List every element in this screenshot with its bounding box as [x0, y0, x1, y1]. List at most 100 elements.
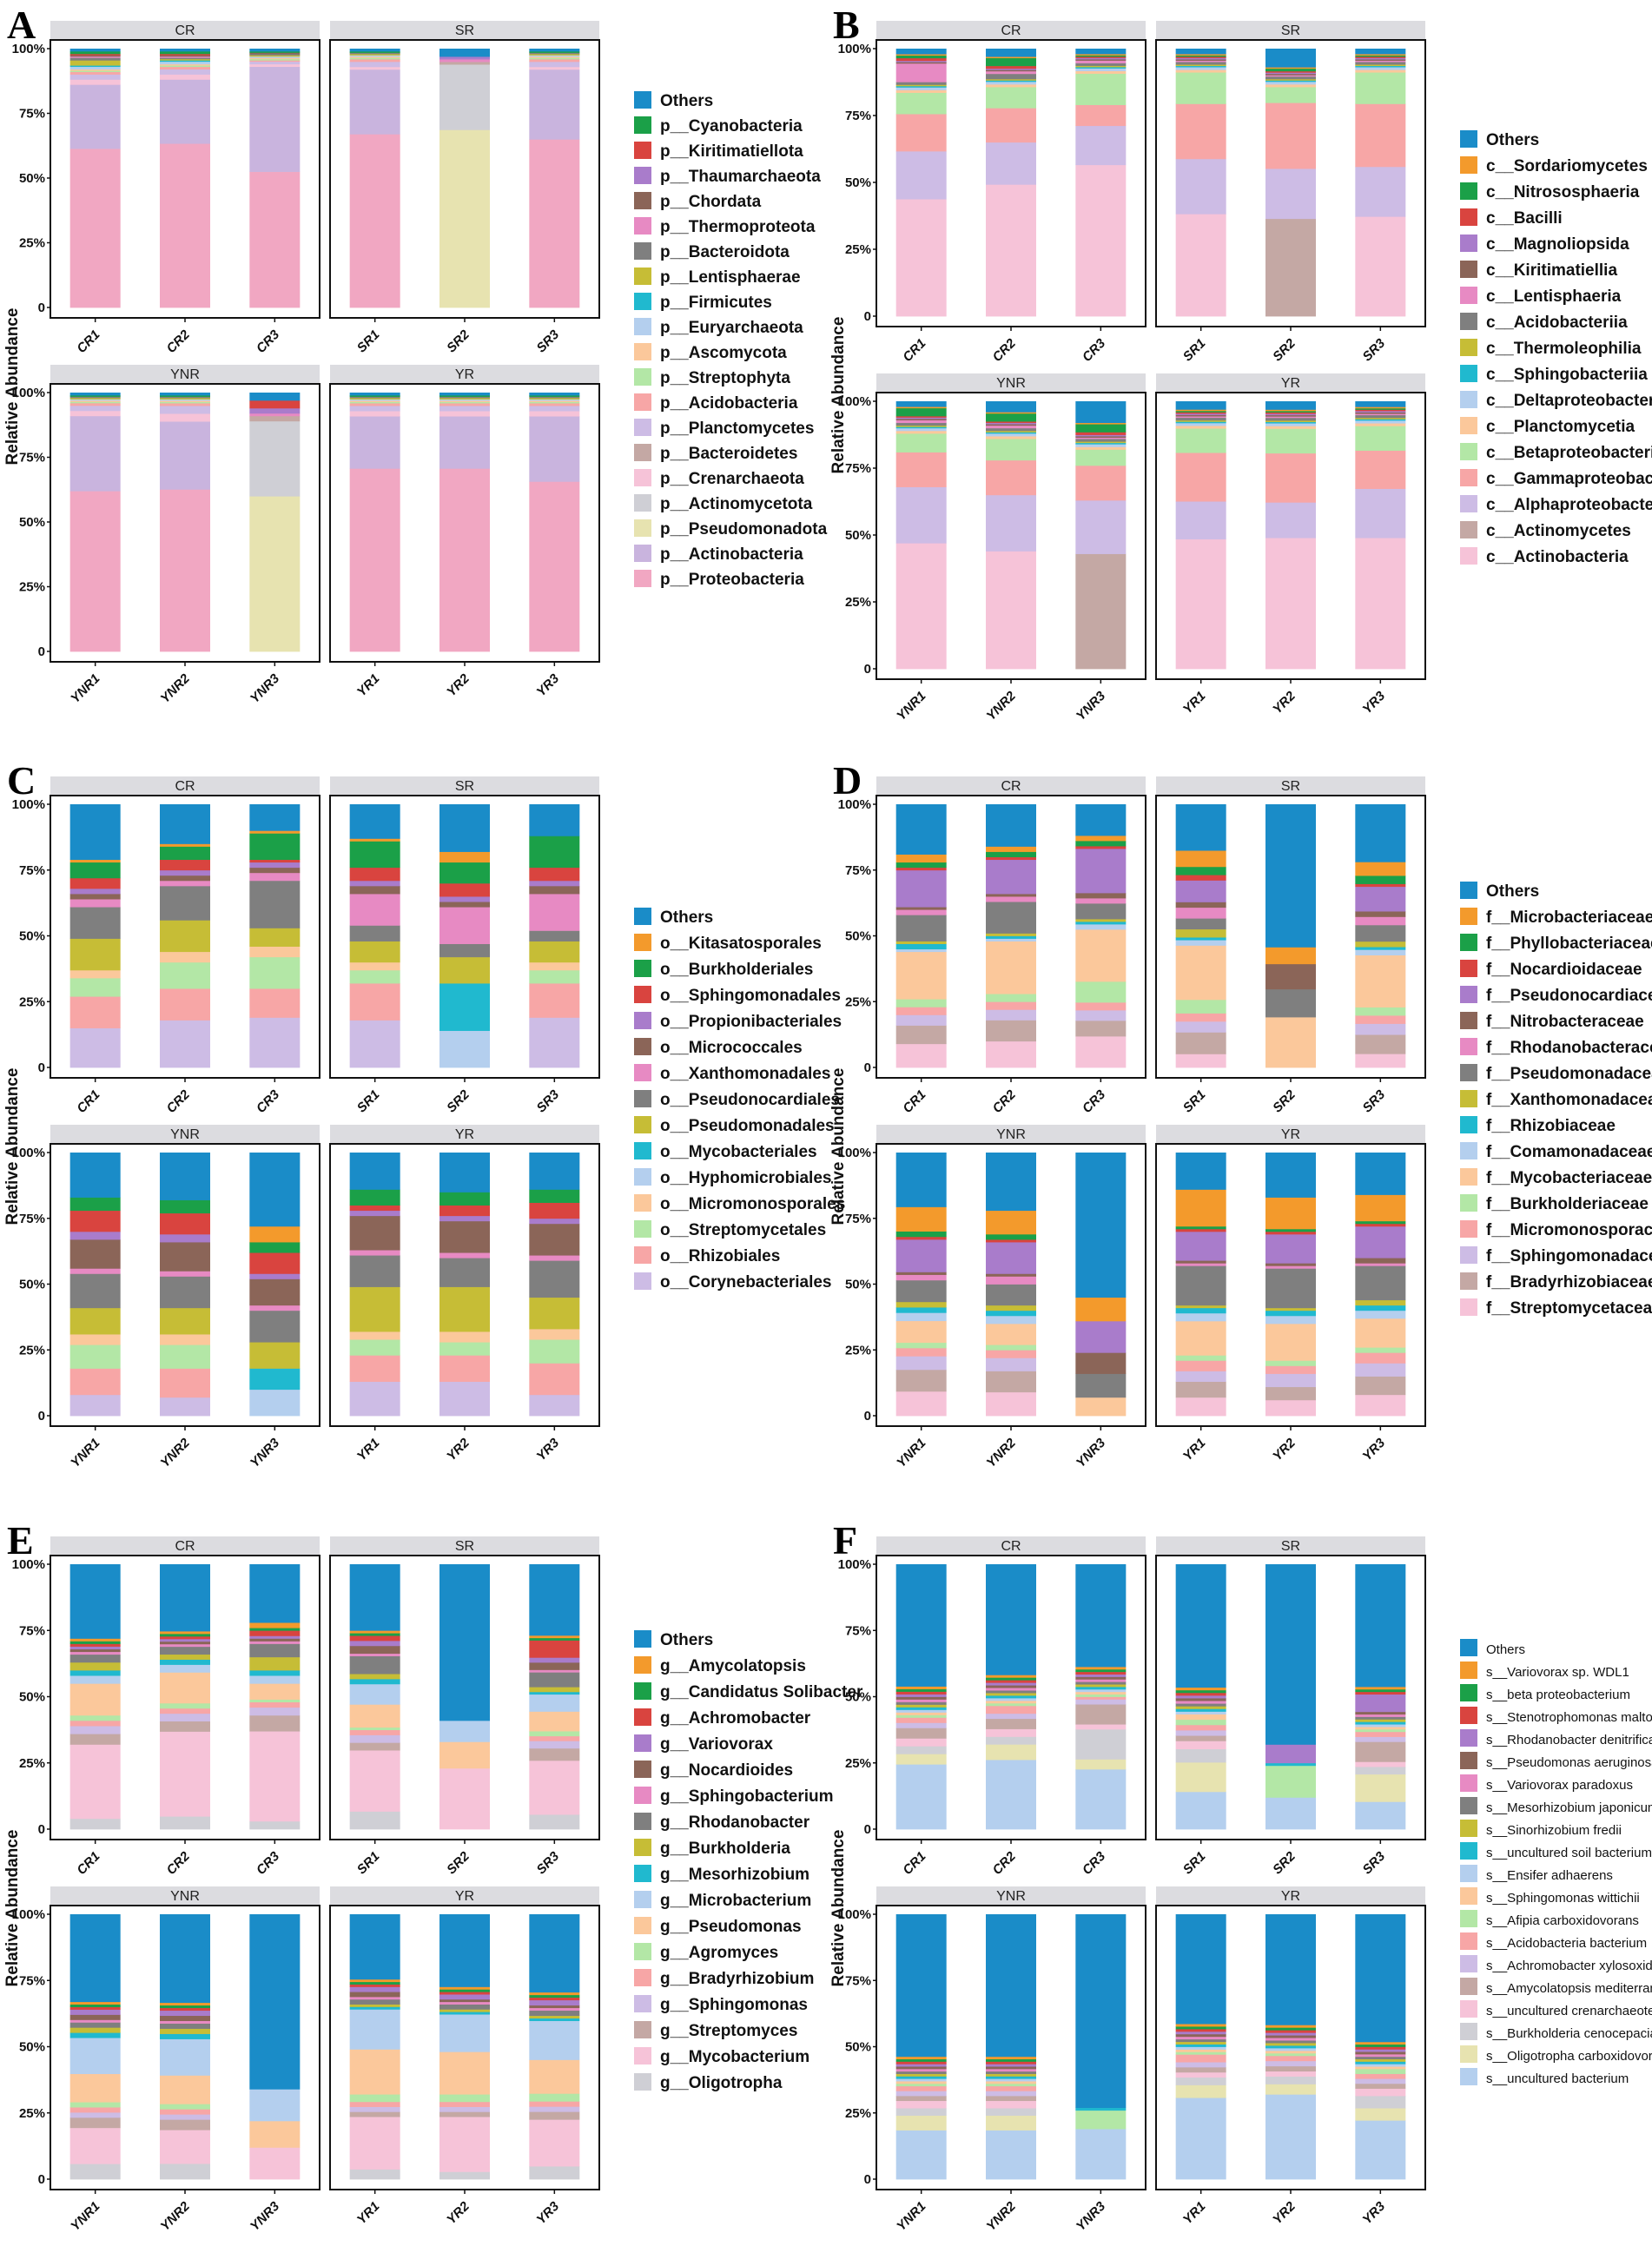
- bar-segment-sr3-f-rhodanobacteraceae: [1355, 916, 1406, 926]
- bar-segment-sr3-f-streptomycetaceae: [1355, 1054, 1406, 1068]
- x-tick-label-sr1: SR1: [354, 1849, 383, 1878]
- facet-strip: [50, 365, 320, 384]
- bar-segment-yr2-f-streptomycetaceae: [1265, 1399, 1316, 1417]
- bar-segment-cr3-o-burkholderiales: [249, 833, 301, 861]
- facet-yr: YR YR1 YR2 YR3: [329, 1125, 600, 1463]
- bar-segment-sr3-f-comamonadaceae: [1355, 949, 1406, 955]
- y-tick-label: 100%: [838, 797, 871, 812]
- bar-segment-sr3-o-propionibacteriales: [529, 880, 580, 887]
- bar-segment-yr2-g-nocardioides: [439, 1998, 490, 2003]
- bar-segment-sr3-o-micromonosporales: [529, 961, 580, 971]
- bar-segment-sr3-p-ascomycota: [529, 56, 580, 58]
- bar-segment-sr3-f-xanthomonadaceae: [1355, 941, 1406, 948]
- x-tick-label-sr1: SR1: [354, 1087, 383, 1116]
- bar-segment-cr1-c-bacilli: [895, 57, 947, 62]
- bar-segment-ynr3-f-pseudomonadaceae: [1075, 1373, 1127, 1398]
- bar-segment-cr2-p-lentisphaerae: [160, 58, 210, 61]
- bar-segment-ynr3-others: [249, 1914, 301, 2090]
- bar-segment-yr1-s-rhodanobacter-denitrificans: [1175, 2031, 1226, 2035]
- bar-segment-cr3-c-nitrososphaeria: [1075, 55, 1127, 57]
- bar-segment-cr1-g-candidatus-solibacter: [69, 1641, 121, 1644]
- legend-item-s-beta-proteobacterium: s__beta proteobacterium: [1486, 1688, 1630, 1702]
- facet-strip: [876, 1536, 1146, 1556]
- bar-segment-sr1-c-kiritimatiellia: [1175, 59, 1226, 61]
- bar-segment-ynr3-p-bacteroidetes: [249, 415, 301, 422]
- bar-segment-yr3-p-proteobacteria: [529, 481, 580, 652]
- legend-item-others: Others: [660, 92, 713, 110]
- legend-swatch: [634, 419, 651, 436]
- bar-segment-yr1-p-acidobacteria: [349, 403, 400, 406]
- bar-segment-ynr2-c-lentisphaeria: [986, 425, 1036, 429]
- bar-segment-yr3-s-mesorhizobium-japonicum: [1355, 2056, 1406, 2060]
- bar-segment-ynr2-p-acidobacteria: [160, 403, 210, 406]
- bar-segment-yr2-p-actinobacteria: [439, 416, 490, 469]
- bar-segment-ynr1-p-cyanobacteria: [69, 394, 121, 397]
- bar-segment-cr1-s-afipia-carboxidovorans: [895, 1714, 947, 1718]
- bar-segment-sr2-c-alphaproteobacteria: [1265, 168, 1316, 220]
- legend-swatch: [634, 142, 651, 159]
- legend-item-f-xanthomonadaceae: f__Xanthomonadaceae: [1486, 1091, 1652, 1109]
- bar-segment-yr3-f-comamonadaceae: [1355, 1310, 1406, 1319]
- bar-segment-ynr3-g-pseudomonas: [249, 2120, 301, 2148]
- legend-item-s-burkholderia-cenocepacia: s__Burkholderia cenocepacia: [1486, 2026, 1652, 2041]
- bar-segment-sr3-g-sphingomonas: [529, 1741, 580, 1749]
- bar-segment-sr3-f-bradyrhizobiaceae: [1355, 1034, 1406, 1054]
- bar-segment-sr3-s-acidobacteria-bacterium: [1355, 1731, 1406, 1737]
- bar-segment-sr2-p-bacteroidetes: [439, 62, 490, 65]
- legend-item-p-thermoproteota: p__Thermoproteota: [660, 218, 816, 236]
- bar-segment-ynr2-f-rhizobiaceae: [986, 1310, 1036, 1317]
- x-tick-label-yr1: YR1: [1180, 1436, 1209, 1464]
- bar-segment-sr3-c-bacilli: [1355, 56, 1406, 58]
- bar-segment-cr1-p-streptophyta: [69, 70, 121, 72]
- bar-segment-cr1-g-mycobacterium: [69, 1744, 121, 1820]
- bar-segment-cr3-p-lentisphaerae: [249, 55, 301, 57]
- bar-segment-yr1-g-amycolatopsis: [349, 1979, 400, 1983]
- bar-segment-yr3-f-sphingomonadaceae: [1355, 1363, 1406, 1377]
- bar-segment-cr1-o-propionibacteriales: [69, 888, 121, 895]
- bar-segment-sr2-others: [1265, 49, 1316, 68]
- bar-segment-ynr2-o-xanthomonadales: [160, 1271, 210, 1277]
- legend-item-f-burkholderiaceae: f__Burkholderiaceae: [1486, 1195, 1649, 1213]
- facet-strip-label: CR: [175, 1539, 195, 1554]
- x-tick-label-cr3: CR3: [254, 1848, 283, 1878]
- y-tick-label: 25%: [845, 1756, 871, 1771]
- bar-segment-ynr1-f-rhodanobacteraceae: [895, 1274, 947, 1281]
- bar-segment-yr1-f-comamonadaceae: [1175, 1312, 1226, 1322]
- bar-segment-ynr2-others: [160, 1153, 210, 1200]
- bar-segment-ynr3-others: [1075, 1153, 1127, 1298]
- bar-segment-ynr2-o-corynebacteriales: [160, 1397, 210, 1417]
- legend-item-f-nocardioidaceae: f__Nocardioidaceae: [1486, 961, 1642, 979]
- bar-segment-yr3-s-burkholderia-cenocepacia: [1355, 2095, 1406, 2109]
- legend-swatch: [634, 1142, 651, 1159]
- bar-segment-cr2-o-burkholderiales: [160, 846, 210, 861]
- legend-swatch: [1460, 1142, 1477, 1159]
- legend-swatch: [1460, 287, 1477, 304]
- legend-item-o-micrococcales: o__Micrococcales: [660, 1039, 803, 1057]
- bar-segment-ynr2-f-mycobacteriaceae: [986, 1323, 1036, 1345]
- legend-item-o-pseudomonadales: o__Pseudomonadales: [660, 1117, 835, 1135]
- legend-swatch: [1460, 261, 1477, 278]
- bar-segment-yr1-p-euryarchaeota: [349, 399, 400, 401]
- facet-yr: YR YR1 YR2 YR3: [1155, 1886, 1426, 2227]
- bar-segment-ynr2-p-lentisphaerae: [160, 398, 210, 400]
- bar-segment-ynr3-c-actinomycetes: [1075, 553, 1127, 670]
- bar-segment-cr1-f-nitrobacteraceae: [895, 907, 947, 910]
- legend-swatch: [1460, 339, 1477, 356]
- bar-segment-cr2-g-microbacterium: [160, 1664, 210, 1673]
- bar-segment-cr2-s-uncultured-crenarchaeote: [986, 1728, 1036, 1737]
- bar-segment-sr3-f-pseudonocardiaceae: [1355, 886, 1406, 912]
- legend-item-others: Others: [660, 1631, 713, 1649]
- bar-segment-ynr1-s-acidobacteria-bacterium: [895, 2085, 947, 2091]
- bar-segment-ynr1-c-planctomycetia: [895, 430, 947, 434]
- facet-strip-label: YNR: [996, 1127, 1026, 1142]
- bar-segment-cr3-c-bacilli: [1075, 56, 1127, 58]
- bar-segment-sr1-others: [349, 1564, 400, 1631]
- facet-ynr: YNR 0 25% 50% 75% 100% YNR1 YNR2 YNR3: [838, 373, 1146, 723]
- legend: Others f__Microbacteriaceae f__Phyllobacte…: [1460, 882, 1652, 1318]
- facet-strip-label: CR: [1001, 1539, 1021, 1554]
- bar-segment-cr2-f-pseudomonadaceae: [986, 902, 1036, 934]
- bar-segment-sr2-o-mycobacteriales: [439, 983, 490, 1031]
- bar-segment-sr3-others: [1355, 804, 1406, 862]
- legend-swatch: [634, 368, 651, 386]
- legend-swatch: [634, 960, 651, 977]
